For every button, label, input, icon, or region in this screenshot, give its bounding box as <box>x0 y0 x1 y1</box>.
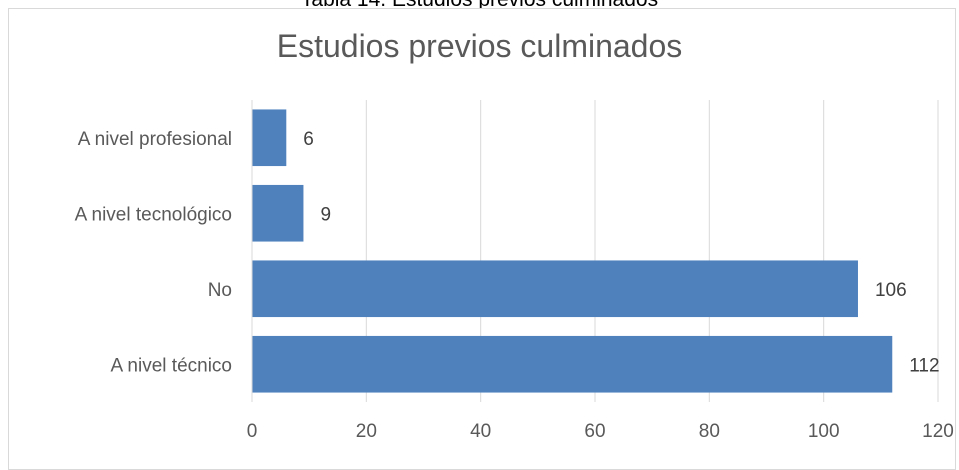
x-tick-label: 100 <box>808 421 840 442</box>
category-label: A nivel tecnológico <box>75 204 232 225</box>
data-label: 106 <box>875 280 907 301</box>
category-label: A nivel técnico <box>111 355 232 376</box>
category-label: No <box>208 280 232 301</box>
category-label: A nivel profesional <box>78 129 232 150</box>
x-tick-label: 120 <box>922 421 954 442</box>
table-caption: Tabla 14. Estudios previos culminados <box>0 0 959 12</box>
bar <box>252 335 893 393</box>
x-tick-label: 0 <box>247 421 258 442</box>
chart-title: Estudios previos culminados <box>276 28 683 64</box>
chart-frame <box>8 8 956 470</box>
x-tick-label: 20 <box>356 421 377 442</box>
x-tick-label: 80 <box>699 421 720 442</box>
bar-chart: A nivel profesional 6 A nivel tecnológico 9… <box>75 100 954 442</box>
x-tick-label: 60 <box>584 421 605 442</box>
x-tick-label: 40 <box>470 421 491 442</box>
bar <box>252 184 304 242</box>
data-label: 9 <box>320 204 331 225</box>
data-label: 112 <box>909 355 939 376</box>
bar <box>252 260 858 318</box>
data-label: 6 <box>303 129 314 150</box>
bar <box>252 109 287 167</box>
